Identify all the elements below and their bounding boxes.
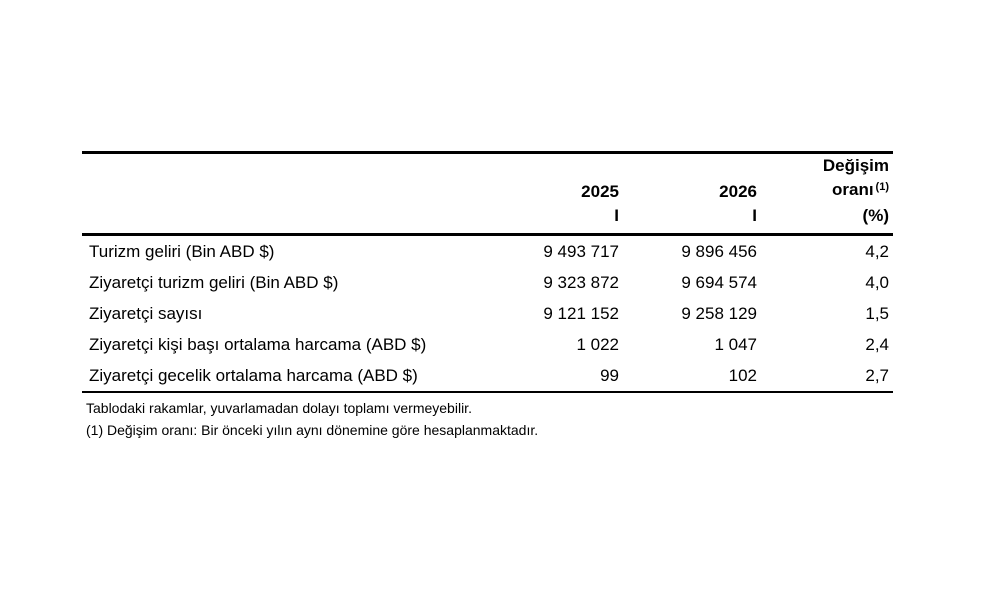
value-change-rate: 1,5 (865, 303, 889, 323)
row-label: Ziyaretçi sayısı (89, 303, 203, 323)
value-2025: 9 323 872 (543, 272, 619, 292)
header-change-subtitle: oranı (1) (832, 178, 889, 204)
footnote-change-rate-definition: (1) Değişim oranı: Bir önceki yılın aynı… (86, 422, 539, 438)
row-label: Turizm geliri (Bin ABD $) (89, 241, 275, 261)
header-change-unit: (%) (862, 206, 889, 225)
table-row-visitor-count: Ziyaretçi sayısı 9 121 152 9 258 129 1,5 (82, 298, 893, 329)
table-body: Turizm geliri (Bin ABD $) 9 493 717 9 89… (82, 236, 893, 393)
value-2026: 9 896 456 (681, 241, 757, 261)
header-period-2026: I (752, 206, 757, 225)
row-label: Ziyaretçi gecelik ortalama harcama (ABD … (89, 365, 418, 385)
table-header-row: 2025 I 2026 I Değişim oranı (1) (%) (82, 151, 893, 236)
table-row-average-spend-per-capita: Ziyaretçi kişi başı ortalama harcama (AB… (82, 329, 893, 360)
header-empty-cell (82, 154, 477, 234)
footnote-reference-superscript: (1) (875, 181, 889, 193)
header-col-change-rate: Değişim oranı (1) (%) (761, 154, 893, 234)
row-label: Ziyaretçi turizm geliri (Bin ABD $) (89, 272, 339, 292)
header-year-2025: 2025 (581, 182, 619, 201)
value-2026: 1 047 (714, 334, 757, 354)
value-2025: 1 022 (576, 334, 619, 354)
table-row-tourism-income: Turizm geliri (Bin ABD $) 9 493 717 9 89… (82, 236, 893, 267)
header-period-2025: I (614, 206, 619, 225)
header-col-2025: 2025 I (477, 154, 623, 234)
value-2025: 9 493 717 (543, 241, 619, 261)
header-col-2026: 2026 I (623, 154, 761, 234)
header-change-title: Değişim (822, 156, 889, 175)
row-label: Ziyaretçi kişi başı ortalama harcama (AB… (89, 334, 427, 354)
header-year-2026: 2026 (719, 182, 757, 201)
value-2026: 9 694 574 (681, 272, 757, 292)
value-change-rate: 2,4 (865, 334, 889, 354)
footnote-rounding: Tablodaki rakamlar, yuvarlamadan dolayı … (86, 400, 472, 416)
table-row-visitor-tourism-income: Ziyaretçi turizm geliri (Bin ABD $) 9 32… (82, 267, 893, 298)
table-footnotes: Tablodaki rakamlar, yuvarlamadan dolayı … (86, 398, 538, 440)
header-change-subtitle-text: oranı (831, 180, 874, 199)
value-2025: 9 121 152 (543, 303, 619, 323)
value-change-rate: 2,7 (865, 365, 889, 385)
value-change-rate: 4,2 (865, 241, 889, 261)
table-row-average-spend-per-night: Ziyaretçi gecelik ortalama harcama (ABD … (82, 360, 893, 391)
value-2026: 9 258 129 (681, 303, 757, 323)
value-2026: 102 (728, 365, 757, 385)
tourism-statistics-table: 2025 I 2026 I Değişim oranı (1) (%) Turiz… (82, 151, 893, 393)
value-2025: 99 (600, 365, 619, 385)
value-change-rate: 4,0 (865, 272, 889, 292)
